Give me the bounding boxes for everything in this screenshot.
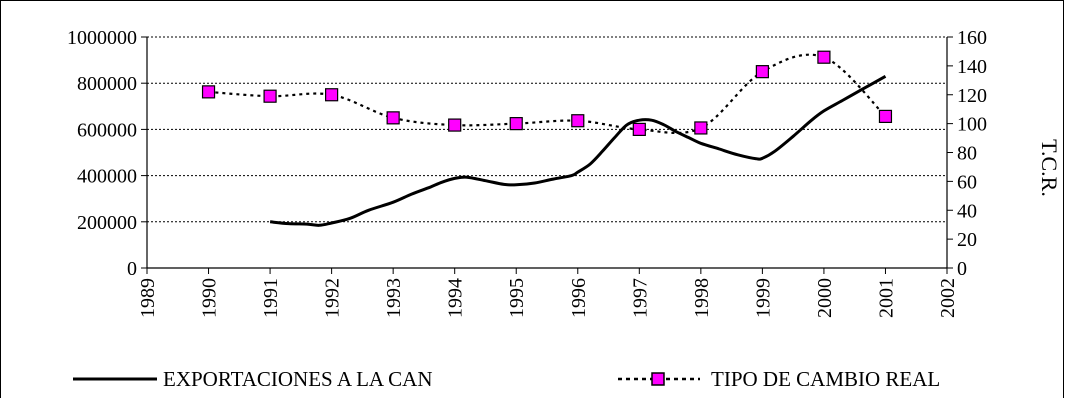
marker-tipo-cambio — [817, 50, 831, 64]
legend-label-tipo-cambio: TIPO DE CAMBIO REAL — [711, 367, 940, 391]
x-tick-label: 1995 — [506, 278, 528, 318]
y2-tick-label: 160 — [957, 27, 987, 49]
y-tick-label: 1000000 — [67, 27, 137, 49]
y2-tick-label: 20 — [957, 229, 977, 251]
x-tick-label: 2002 — [937, 278, 959, 318]
marker-tipo-cambio — [263, 89, 277, 103]
y-tick-label: 400000 — [77, 166, 137, 188]
marker-tipo-cambio — [694, 121, 708, 135]
series-line-tipo-cambio — [208, 53, 887, 135]
x-tick-label: 1996 — [568, 278, 590, 318]
axes — [141, 36, 953, 274]
legend-marker-square — [651, 372, 665, 386]
y2-tick-label: 120 — [957, 85, 987, 107]
y-tick-label: 200000 — [77, 212, 137, 234]
x-tick-label: 1994 — [445, 278, 467, 318]
marker-tipo-cambio — [632, 122, 646, 137]
y-tick-label: 600000 — [77, 119, 137, 141]
series — [201, 50, 893, 227]
x-tick-label: 2000 — [814, 278, 836, 318]
y2-tick-label: 100 — [957, 114, 987, 136]
marker-tipo-cambio — [878, 109, 893, 124]
y2-tick-label: 140 — [957, 56, 987, 78]
marker-tipo-cambio — [755, 65, 769, 79]
x-tick-label: 1993 — [383, 278, 405, 318]
marker-tipo-cambio — [448, 118, 462, 132]
x-tick-label: 1991 — [260, 278, 282, 318]
y2-tick-label: 0 — [957, 258, 967, 280]
x-tick-label: 1992 — [322, 278, 344, 318]
y2-tick-label: 60 — [957, 171, 977, 193]
x-tick-label: 2001 — [875, 278, 897, 318]
x-tick-label: 1990 — [199, 278, 221, 318]
y2-axis-title: T.C.R. — [1037, 139, 1062, 197]
x-tick-label: 1997 — [629, 278, 651, 318]
grid-lines — [147, 36, 947, 223]
y-tick-label: 0 — [127, 258, 137, 280]
series-line-exportaciones — [269, 74, 887, 227]
tick-labels: 0 200000 400000 600000 800000 1000000 0 20 40 60 8… — [67, 27, 987, 318]
y2-tick-label: 80 — [957, 143, 977, 165]
marker-tipo-cambio — [325, 88, 339, 102]
legend: EXPORTACIONES A LA CAN TIPO DE CAMBIO RE… — [73, 367, 940, 391]
y2-tick-label: 40 — [957, 200, 977, 222]
x-tick-label: 1989 — [137, 278, 159, 318]
legend-label-exportaciones: EXPORTACIONES A LA CAN — [163, 367, 433, 391]
marker-tipo-cambio — [509, 117, 523, 131]
x-tick-label: 1998 — [691, 278, 713, 318]
y-tick-label: 800000 — [77, 73, 137, 95]
marker-tipo-cambio — [571, 114, 585, 128]
marker-tipo-cambio — [386, 111, 400, 125]
marker-tipo-cambio — [201, 85, 216, 99]
x-tick-label: 1999 — [752, 278, 774, 318]
